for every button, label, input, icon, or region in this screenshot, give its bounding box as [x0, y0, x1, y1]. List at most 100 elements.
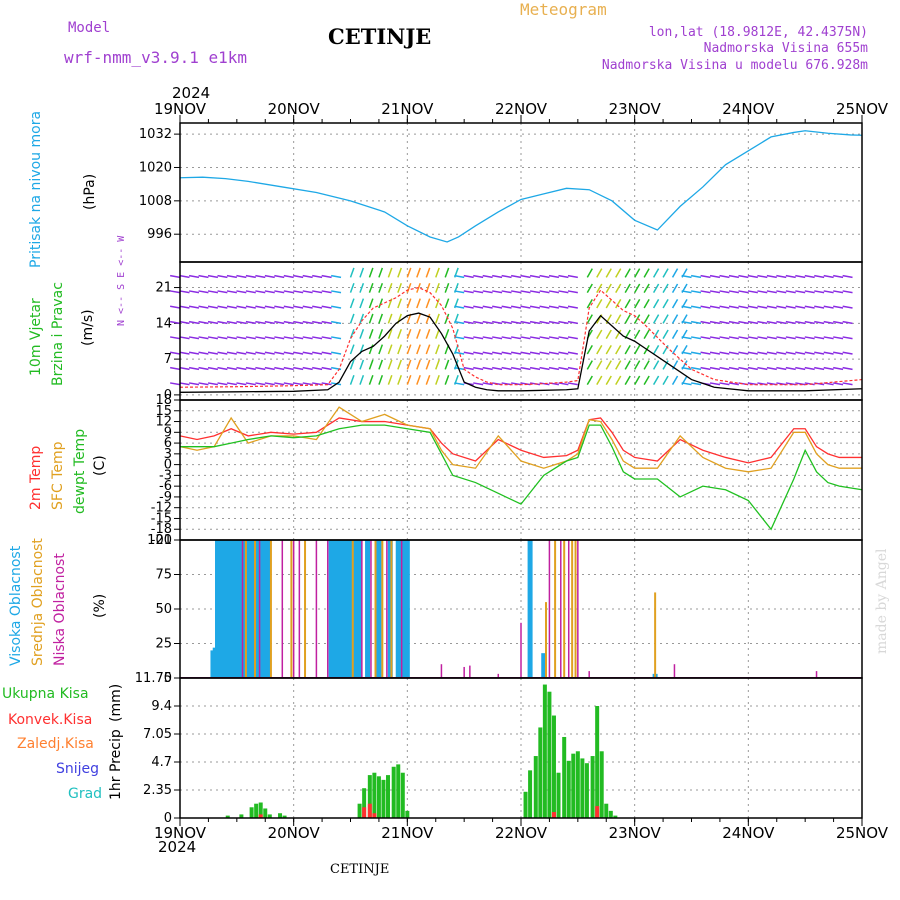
- wind-arrow: [785, 382, 796, 386]
- wind-arrow: [293, 320, 304, 325]
- precip-bar-total: [254, 803, 259, 818]
- wind-arrow: [823, 336, 834, 340]
- wind-arrow: [255, 382, 266, 386]
- cloud-bar-mid: [374, 540, 377, 678]
- wind-arrow: [255, 320, 266, 325]
- wind-arrow: [766, 290, 777, 294]
- wind-arrow: [492, 366, 503, 371]
- cloud-bar-low: [567, 540, 570, 678]
- cloud-bar-high: [330, 540, 336, 678]
- wind-arrow: [359, 375, 365, 385]
- legend-grad: Grad: [68, 786, 103, 802]
- wind-arrow: [700, 366, 711, 371]
- wind-arrow: [274, 305, 285, 309]
- wind-arrow: [473, 274, 484, 279]
- wind-arrow: [747, 366, 758, 371]
- wind-arrow: [435, 329, 440, 339]
- wind-arrow: [378, 375, 384, 385]
- wind-arrow: [795, 320, 806, 325]
- wind-arrow: [586, 283, 593, 294]
- cloud-bar-low: [361, 540, 363, 678]
- wind-arrow: [378, 329, 384, 339]
- wind-arrow: [690, 290, 702, 294]
- wind-arrow: [634, 375, 641, 386]
- wind-arrow: [842, 305, 853, 309]
- wind-arrow: [492, 320, 503, 325]
- wind-arrow: [482, 336, 493, 340]
- wind-arrow: [255, 290, 266, 294]
- wind-arrow: [188, 336, 200, 340]
- wind-arrow: [226, 382, 237, 386]
- wind-arrow: [719, 382, 730, 386]
- wind-arrow: [634, 268, 641, 278]
- wind-arrow: [492, 290, 503, 294]
- wind-arrow: [406, 359, 412, 370]
- wind-arrow: [397, 283, 402, 293]
- wind-arrow: [397, 344, 402, 355]
- y-tick-label: 100: [147, 533, 172, 548]
- wind-arrow: [264, 382, 275, 386]
- wind-arrow: [226, 320, 237, 325]
- wind-arrow: [842, 336, 853, 340]
- wind-arrow: [511, 336, 522, 340]
- wind-arrow: [170, 274, 181, 279]
- wind-arrow: [312, 320, 323, 325]
- wind-arrow: [709, 351, 721, 355]
- wind-arrow: [833, 274, 844, 279]
- wind-arrow: [615, 298, 622, 309]
- wind-arrow: [833, 305, 844, 309]
- precip-bar-total: [376, 776, 381, 818]
- wind-arrow: [567, 274, 578, 279]
- precip-bar-convective: [258, 814, 263, 818]
- precip-bar-total: [566, 760, 571, 818]
- precip-bar-total: [396, 764, 401, 818]
- wind-arrow: [766, 274, 777, 279]
- wind-arrow: [188, 320, 200, 325]
- wind-arrow: [283, 366, 294, 371]
- wind-arrow: [671, 283, 679, 294]
- wind-arrow: [245, 382, 256, 386]
- x-tick-label-top: 19NOV: [154, 100, 207, 118]
- year-top: 2024: [172, 84, 211, 102]
- wind-arrow: [207, 351, 219, 355]
- precip-bar-total: [391, 766, 396, 818]
- wind-arrow: [615, 329, 622, 340]
- wind-arrow: [416, 344, 421, 355]
- wind-arrow: [245, 336, 256, 340]
- wind-arrow: [274, 336, 285, 340]
- wind-arrow: [463, 290, 474, 294]
- wind-arrow: [766, 351, 777, 355]
- wind-arrow: [416, 375, 421, 385]
- wind-arrow: [586, 268, 593, 278]
- wind-arrow: [482, 366, 493, 371]
- wind-arrow: [700, 274, 711, 279]
- wind-arrow: [529, 290, 541, 294]
- cloud-bar-low: [315, 540, 318, 678]
- wind-arrow: [624, 314, 631, 324]
- wind-arrow: [170, 305, 181, 309]
- cloud-bar-mid: [654, 592, 657, 678]
- wind-arrow: [207, 320, 219, 325]
- wind-arrow: [492, 274, 503, 279]
- wind-arrow: [349, 313, 355, 324]
- wind-arrow: [501, 274, 512, 279]
- wind-arrow: [605, 283, 612, 294]
- wind-arrow: [331, 336, 342, 340]
- wind-arrow: [747, 305, 758, 309]
- wind-arrow: [719, 290, 730, 294]
- wind-arrow: [586, 314, 593, 324]
- cloud-bar-high: [254, 540, 260, 678]
- wind-arrow: [558, 290, 569, 294]
- y-tick-label: -15: [151, 511, 172, 526]
- wind-arrow: [302, 290, 313, 294]
- wind-arrow: [804, 305, 815, 309]
- wind-arrow: [463, 351, 474, 355]
- x-tick-label-bottom: 24NOV: [722, 824, 775, 842]
- wind-arrow: [567, 336, 578, 340]
- wind-arrow: [188, 382, 200, 386]
- wind-arrow: [709, 274, 721, 279]
- wind-arrow: [586, 298, 593, 309]
- wind-arrow: [719, 351, 730, 355]
- precip-bar-total: [362, 788, 367, 818]
- y-tick-label: 0: [164, 388, 172, 403]
